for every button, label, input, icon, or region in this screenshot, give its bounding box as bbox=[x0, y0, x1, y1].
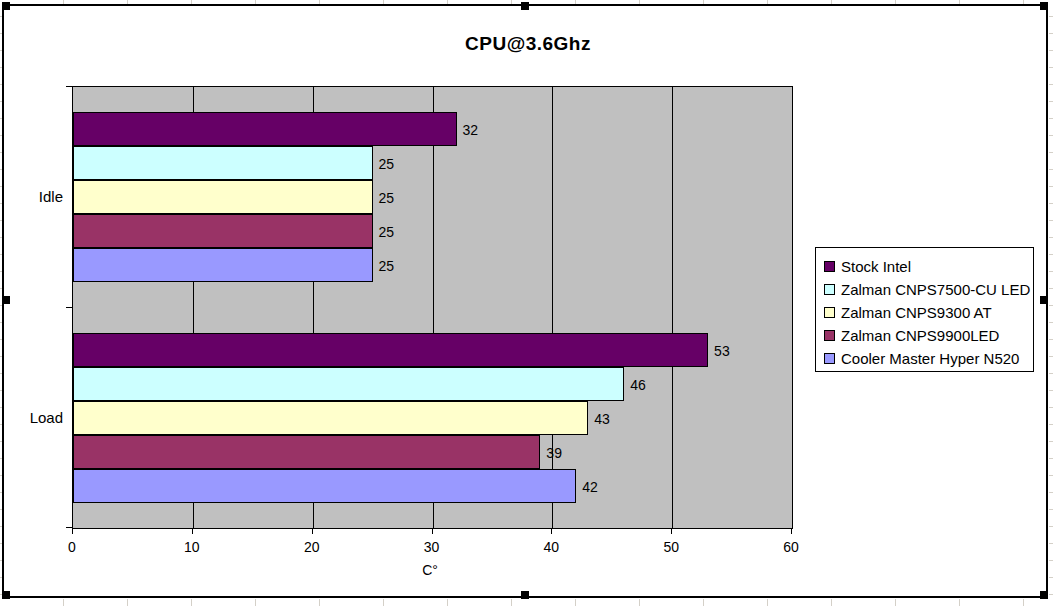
bar-load-series-3[interactable] bbox=[73, 435, 540, 469]
chart-area[interactable]: CPU@3.6Ghz 32 25 25 25 25 53 46 43 39 42 Idle Load… bbox=[2, 4, 1048, 598]
data-label: 42 bbox=[582, 480, 598, 494]
selection-handle[interactable] bbox=[1040, 2, 1048, 10]
x-axis-tick bbox=[671, 529, 672, 534]
data-label: 25 bbox=[379, 157, 395, 171]
y-axis-tick bbox=[66, 527, 72, 528]
bar-idle-series-0[interactable] bbox=[73, 112, 457, 146]
selection-handle[interactable] bbox=[521, 591, 529, 599]
x-axis-tick-label: 0 bbox=[68, 539, 76, 555]
y-axis-tick bbox=[66, 307, 72, 308]
x-axis-tick bbox=[312, 529, 313, 534]
data-label: 53 bbox=[714, 344, 730, 358]
y-axis-tick bbox=[66, 86, 72, 87]
spreadsheet-canvas: CPU@3.6Ghz 32 25 25 25 25 53 46 43 39 42 Idle Load… bbox=[0, 0, 1053, 606]
x-axis-tick-label: 60 bbox=[783, 539, 799, 555]
bar-load-series-1[interactable] bbox=[73, 367, 624, 401]
selection-handle[interactable] bbox=[2, 2, 10, 10]
x-axis-tick-label: 10 bbox=[184, 539, 200, 555]
legend-entry-4[interactable]: Cooler Master Hyper N520 bbox=[824, 347, 1027, 370]
x-axis-tick bbox=[432, 529, 433, 534]
legend[interactable]: Stock Intel Zalman CNPS7500-CU LED Zalman … bbox=[815, 247, 1034, 372]
legend-swatch-icon bbox=[824, 284, 835, 295]
bar-idle-series-3[interactable] bbox=[73, 214, 373, 248]
x-axis-tick-label: 20 bbox=[304, 539, 320, 555]
legend-entry-3[interactable]: Zalman CNPS9900LED bbox=[824, 324, 1027, 347]
major-gridline bbox=[672, 87, 673, 528]
bar-idle-series-1[interactable] bbox=[73, 146, 373, 180]
x-axis-tick-label: 40 bbox=[544, 539, 560, 555]
spreadsheet-grid-right bbox=[1049, 0, 1053, 606]
legend-swatch-icon bbox=[824, 261, 835, 272]
bar-idle-series-2[interactable] bbox=[73, 180, 373, 214]
bar-idle-series-4[interactable] bbox=[73, 248, 373, 282]
selection-handle[interactable] bbox=[2, 296, 10, 304]
bar-load-series-2[interactable] bbox=[73, 401, 588, 435]
x-axis-tick-label: 30 bbox=[424, 539, 440, 555]
legend-label: Stock Intel bbox=[841, 258, 911, 275]
data-label: 25 bbox=[379, 191, 395, 205]
data-label: 25 bbox=[379, 259, 395, 273]
legend-entry-2[interactable]: Zalman CNPS9300 AT bbox=[824, 301, 1027, 324]
spreadsheet-grid-bottom bbox=[0, 599, 1053, 606]
x-axis-title: C° bbox=[422, 562, 438, 578]
legend-entry-0[interactable]: Stock Intel bbox=[824, 255, 1027, 278]
plot-area[interactable]: 32 25 25 25 25 53 46 43 39 42 bbox=[72, 86, 793, 529]
data-label: 32 bbox=[462, 123, 478, 137]
selection-handle[interactable] bbox=[521, 2, 529, 10]
selection-handle[interactable] bbox=[1040, 296, 1048, 304]
legend-entry-1[interactable]: Zalman CNPS7500-CU LED bbox=[824, 278, 1027, 301]
chart-title[interactable]: CPU@3.6Ghz bbox=[465, 33, 591, 55]
legend-swatch-icon bbox=[824, 330, 835, 341]
data-label: 43 bbox=[594, 412, 610, 426]
x-axis-tick-label: 50 bbox=[663, 539, 679, 555]
selection-handle[interactable] bbox=[1040, 591, 1048, 599]
legend-label: Zalman CNPS9900LED bbox=[841, 327, 999, 344]
legend-label: Zalman CNPS9300 AT bbox=[841, 304, 992, 321]
legend-swatch-icon bbox=[824, 307, 835, 318]
legend-label: Cooler Master Hyper N520 bbox=[841, 350, 1019, 367]
category-label-load: Load bbox=[30, 408, 63, 425]
selection-handle[interactable] bbox=[2, 591, 10, 599]
category-label-idle: Idle bbox=[39, 188, 63, 205]
data-label: 39 bbox=[546, 446, 562, 460]
x-axis-tick bbox=[791, 529, 792, 534]
data-label: 46 bbox=[630, 378, 646, 392]
x-axis-tick bbox=[192, 529, 193, 534]
bar-load-series-4[interactable] bbox=[73, 469, 576, 503]
data-label: 25 bbox=[379, 225, 395, 239]
bar-load-series-0[interactable] bbox=[73, 333, 708, 367]
x-axis-tick bbox=[551, 529, 552, 534]
legend-label: Zalman CNPS7500-CU LED bbox=[841, 281, 1030, 298]
legend-swatch-icon bbox=[824, 353, 835, 364]
major-gridline bbox=[552, 87, 553, 528]
x-axis-tick bbox=[72, 529, 73, 534]
